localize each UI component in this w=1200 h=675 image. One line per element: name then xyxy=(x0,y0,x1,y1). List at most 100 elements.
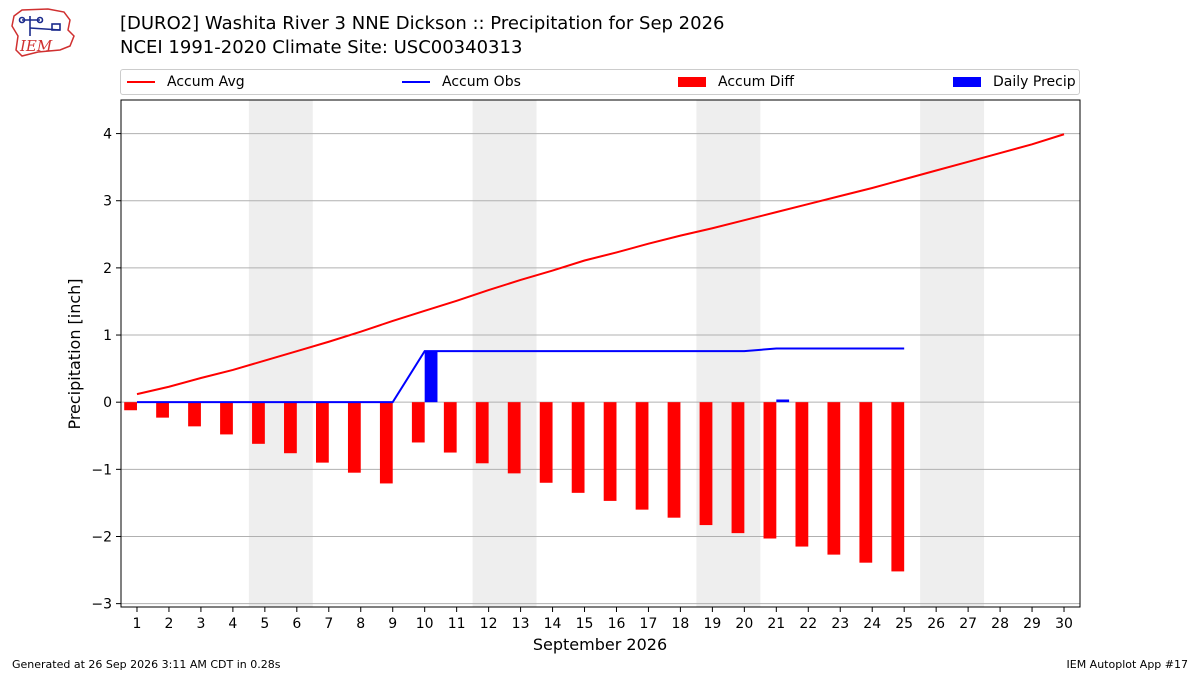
x-tick-label: 4 xyxy=(228,616,237,632)
weekend-band xyxy=(472,100,537,607)
x-tick-label: 7 xyxy=(324,616,333,632)
x-tick-label: 18 xyxy=(672,616,690,632)
x-tick-label: 13 xyxy=(512,616,530,632)
x-tick-label: 6 xyxy=(292,616,301,632)
legend-swatch-accum-obs xyxy=(402,81,430,83)
x-axis-label: September 2026 xyxy=(533,635,667,654)
autoplot-app-label: IEM Autoplot App #17 xyxy=(1066,658,1189,671)
series-lines xyxy=(136,133,1065,404)
accum-diff-bar xyxy=(763,402,777,539)
x-tick-label: 8 xyxy=(356,616,365,632)
accum-avg-line xyxy=(136,133,1065,396)
x-tick-label: 9 xyxy=(388,616,397,632)
x-tick-label: 3 xyxy=(196,616,205,632)
legend-swatch-accum-avg xyxy=(127,81,155,83)
accum-diff-bar xyxy=(379,402,393,484)
x-tick-label: 27 xyxy=(959,616,977,632)
accum-diff-bar xyxy=(443,402,457,453)
x-tick-label: 16 xyxy=(608,616,626,632)
x-tick-label: 29 xyxy=(1023,616,1041,632)
x-tick-label: 12 xyxy=(480,616,498,632)
accum-diff-bar xyxy=(603,402,617,501)
x-tick-label: 24 xyxy=(863,616,881,632)
accum-diff-bar xyxy=(571,402,585,493)
y-tick-label: 3 xyxy=(103,194,112,210)
x-tick-label: 14 xyxy=(544,616,562,632)
legend-item-accum-obs: Accum Obs xyxy=(402,70,521,94)
weekend-band xyxy=(248,100,313,607)
accum-diff-bar xyxy=(635,402,649,510)
x-tick-label: 30 xyxy=(1055,616,1073,632)
weather-station-icon xyxy=(18,16,61,36)
y-tick-label: 0 xyxy=(103,395,112,411)
accum-diff-bar xyxy=(347,402,361,473)
accum-diff-bar xyxy=(411,402,425,443)
x-tick-label: 15 xyxy=(576,616,594,632)
accum-diff-bar xyxy=(795,402,809,547)
accum-diff-bar xyxy=(475,402,489,464)
x-tick-label: 23 xyxy=(831,616,849,632)
accum-obs-line xyxy=(136,347,905,404)
accum-diff-bar xyxy=(699,402,713,526)
legend-item-accum-diff: Accum Diff xyxy=(678,70,794,94)
bars xyxy=(124,351,905,572)
x-tick-label: 22 xyxy=(799,616,817,632)
x-tick-label: 10 xyxy=(416,616,434,632)
legend-label-accum-diff: Accum Diff xyxy=(718,74,795,90)
y-tick-label: 2 xyxy=(103,261,112,277)
x-tick-label: 1 xyxy=(133,616,142,632)
legend-label-accum-obs: Accum Obs xyxy=(442,74,521,90)
x-tick-label: 17 xyxy=(640,616,658,632)
weekend-shading xyxy=(248,100,985,607)
plot-frame xyxy=(120,99,1081,608)
axis-labels: September 2026 Precipitation [inch] xyxy=(65,278,667,654)
x-tick-label: 19 xyxy=(703,616,721,632)
legend-item-daily-precip: Daily Precip xyxy=(953,70,1076,94)
legend-swatch-daily-precip xyxy=(953,77,981,87)
x-tick-label: 28 xyxy=(991,616,1009,632)
y-axis-label: Precipitation [inch] xyxy=(65,278,84,429)
accum-diff-bar xyxy=(284,402,297,454)
x-tick-label: 20 xyxy=(735,616,753,632)
accum-diff-bar xyxy=(891,402,905,572)
y-tick-label: −1 xyxy=(91,462,112,478)
accum-diff-bar xyxy=(731,402,745,534)
legend-item-accum-avg: Accum Avg xyxy=(127,70,245,94)
x-tick-label: 25 xyxy=(895,616,913,632)
accum-diff-bar xyxy=(667,402,681,518)
y-tick-label: 4 xyxy=(103,127,112,143)
generated-timestamp: Generated at 26 Sep 2026 3:11 AM CDT in … xyxy=(12,658,281,671)
weekend-band xyxy=(920,100,985,607)
chart-subtitle: NCEI 1991-2020 Climate Site: USC00340313 xyxy=(120,37,523,58)
x-tick-label: 21 xyxy=(767,616,785,632)
x-tick-label: 26 xyxy=(927,616,945,632)
y-tick-label: −3 xyxy=(91,597,112,613)
x-tick-label: 5 xyxy=(260,616,269,632)
accum-diff-bar xyxy=(507,402,521,474)
legend-swatch-accum-diff xyxy=(678,77,706,87)
accum-diff-bar xyxy=(188,402,201,427)
accum-diff-bar xyxy=(315,402,329,463)
daily-precip-bar xyxy=(424,351,438,403)
weekend-band xyxy=(696,100,761,607)
accum-diff-bar xyxy=(156,402,169,418)
y-tick-label: −2 xyxy=(91,529,112,545)
accum-diff-bar xyxy=(827,402,841,555)
accum-diff-bar xyxy=(124,402,137,411)
chart-title: [DURO2] Washita River 3 NNE Dickson :: P… xyxy=(120,13,725,34)
accum-diff-bar xyxy=(859,402,873,563)
accum-diff-bar xyxy=(220,402,233,435)
daily-precip-bar xyxy=(776,399,790,403)
legend-label-daily-precip: Daily Precip xyxy=(993,74,1076,90)
legend-label-accum-avg: Accum Avg xyxy=(167,74,245,90)
logo-text: IEM xyxy=(19,37,53,55)
x-tick-label: 2 xyxy=(164,616,173,632)
accum-diff-bar xyxy=(252,402,265,444)
iem-logo: IEM xyxy=(11,8,75,57)
x-tick-label: 11 xyxy=(448,616,466,632)
accum-diff-bar xyxy=(539,402,553,483)
chart-legend: Accum Avg Accum Obs Accum Diff Daily Pre… xyxy=(120,69,1080,95)
y-tick-label: 1 xyxy=(103,328,112,344)
